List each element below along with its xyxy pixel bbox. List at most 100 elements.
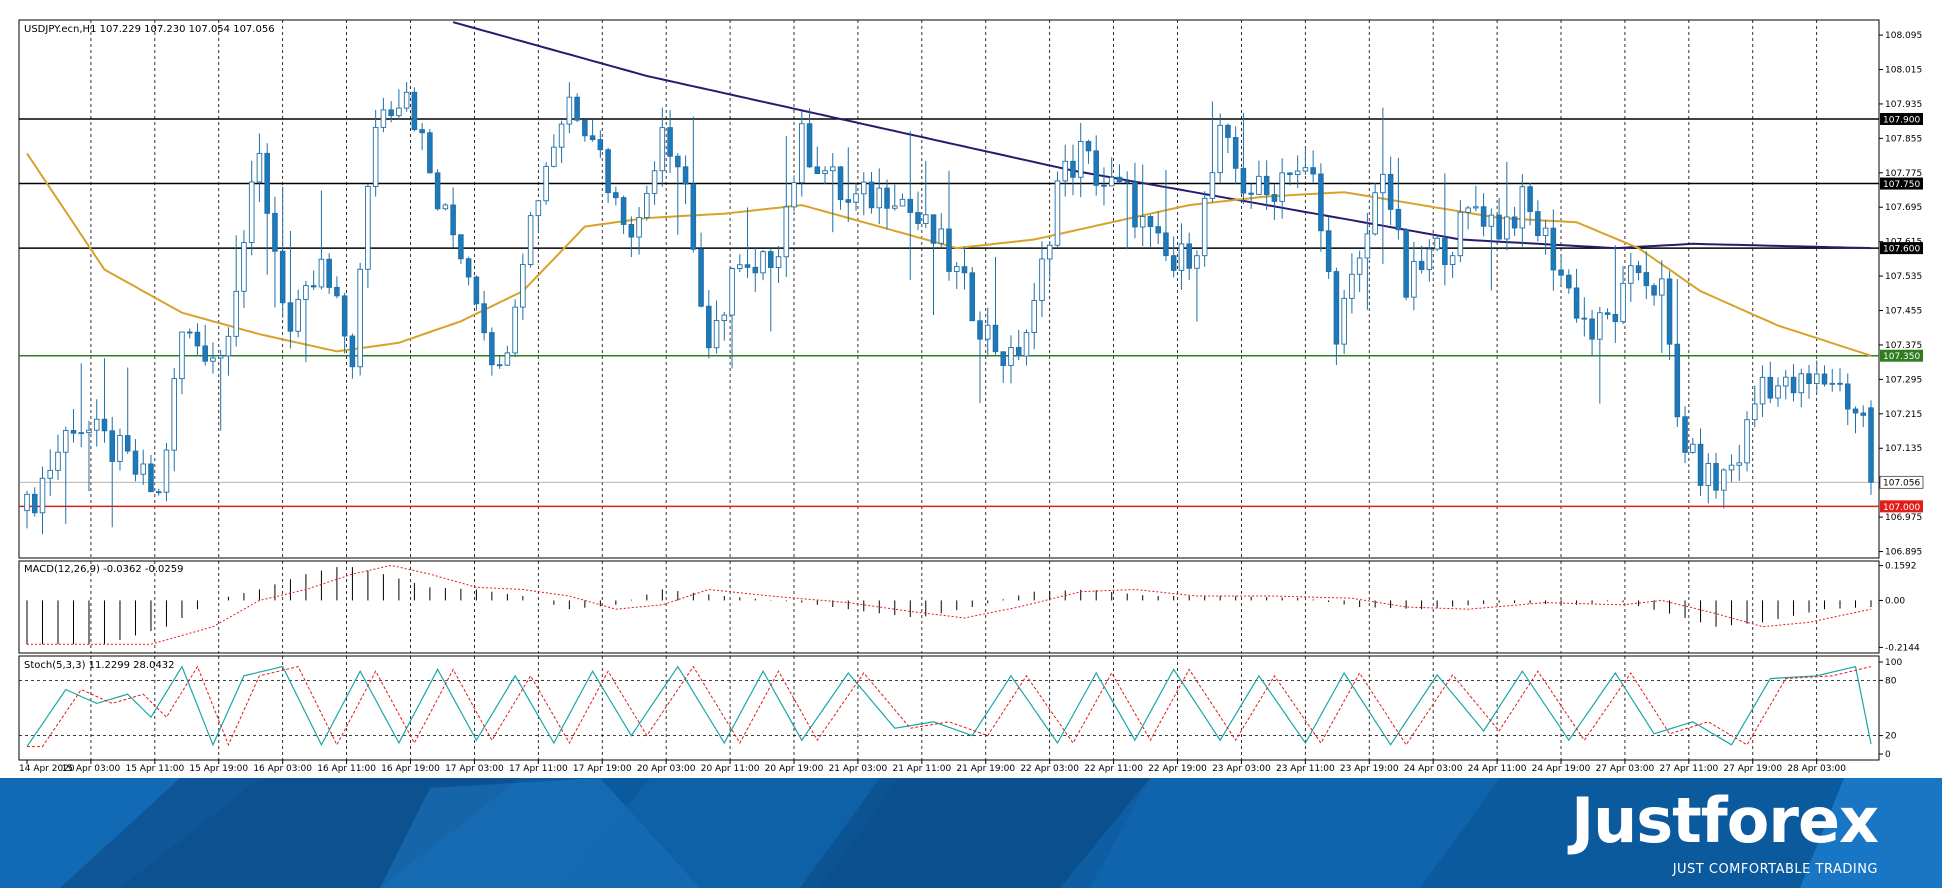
candle-body xyxy=(791,182,797,208)
candle-body xyxy=(1527,186,1533,213)
candle-body xyxy=(380,109,387,128)
candle-body xyxy=(1535,211,1541,237)
candle-body xyxy=(357,268,363,368)
candle-body xyxy=(1628,265,1634,284)
candle-body xyxy=(124,435,131,452)
candle-body xyxy=(574,96,580,121)
candle-body xyxy=(1659,278,1665,296)
candle-body xyxy=(830,166,836,172)
candle-body xyxy=(814,166,821,175)
stoch-tick-label: 80 xyxy=(1885,676,1897,686)
price-tick-label: 106.895 xyxy=(1885,548,1922,558)
candle-body xyxy=(706,305,712,349)
candle-body xyxy=(1325,230,1332,272)
candle-body xyxy=(1380,173,1386,194)
brand-band xyxy=(0,778,1942,888)
candle-body xyxy=(434,172,441,210)
time-tick-label: 14 Apr 2020 xyxy=(19,764,75,774)
level-price-label: 107.750 xyxy=(1883,180,1920,190)
candle-body xyxy=(39,477,46,514)
candle-body xyxy=(899,198,906,207)
candle-body xyxy=(256,152,263,183)
candle-body xyxy=(1496,214,1502,240)
candle-body xyxy=(1139,216,1146,228)
candle-body xyxy=(566,96,573,125)
candle-body xyxy=(171,378,177,451)
price-tick-label: 107.295 xyxy=(1885,375,1922,385)
candle-body xyxy=(930,214,937,244)
candle-body xyxy=(279,250,286,304)
candle-body xyxy=(605,149,611,194)
candle-body xyxy=(1093,150,1099,186)
candle-body xyxy=(1356,257,1363,275)
level-price-tag xyxy=(1880,349,1923,362)
candle-body xyxy=(799,123,805,184)
candle-body xyxy=(620,197,627,225)
candle-body xyxy=(1085,141,1092,152)
candle-body xyxy=(1844,383,1851,410)
candle-body xyxy=(163,449,170,493)
time-tick-label: 15 Apr 11:00 xyxy=(125,764,184,774)
candle-body xyxy=(1209,172,1216,199)
candle-body xyxy=(1039,258,1045,301)
candle-body xyxy=(148,463,154,493)
candle-body xyxy=(752,266,759,274)
candle-body xyxy=(117,435,123,462)
candle-body xyxy=(636,217,642,238)
candle-body xyxy=(1690,443,1696,453)
candle-body xyxy=(512,306,518,354)
candle-body xyxy=(1031,300,1038,333)
candle-body xyxy=(1178,243,1185,271)
candle-body xyxy=(1023,332,1030,357)
price-tick-label: 107.775 xyxy=(1885,169,1922,179)
candle-body xyxy=(551,146,557,167)
price-tick-label: 108.015 xyxy=(1885,65,1922,75)
candle-body xyxy=(760,251,766,274)
candle-body xyxy=(427,132,433,174)
candle-body xyxy=(1364,233,1371,259)
candle-body xyxy=(667,127,673,157)
candle-body xyxy=(737,264,743,269)
price-tick-label: 107.695 xyxy=(1885,203,1922,213)
macd-tick-label: -0.2144 xyxy=(1885,643,1920,653)
time-tick-label: 23 Apr 03:00 xyxy=(1212,764,1271,774)
candle-body xyxy=(1395,208,1402,231)
candle-body xyxy=(527,215,534,265)
candle-body xyxy=(1666,278,1673,345)
candle-body xyxy=(93,418,100,431)
stoch-lines xyxy=(26,665,1872,748)
candle-body xyxy=(194,331,201,347)
candle-body xyxy=(1108,176,1115,187)
candle-body xyxy=(1868,407,1874,483)
candle-body xyxy=(992,324,999,353)
candles xyxy=(24,82,1874,535)
candle-body xyxy=(922,214,929,224)
level-price-label: 107.056 xyxy=(1883,479,1920,489)
candle-body xyxy=(837,166,844,201)
candle-body xyxy=(78,432,85,435)
candle-body xyxy=(1442,237,1448,266)
price-tick-label: 106.975 xyxy=(1885,513,1922,523)
price-header: USDJPY.ecn,H1 107.229 107.230 107.054 10… xyxy=(24,24,275,35)
candle-body xyxy=(1473,206,1479,209)
candle-body xyxy=(1403,229,1409,298)
stoch-tick-label: 0 xyxy=(1885,750,1891,760)
candle-body xyxy=(682,166,689,185)
price-tick-label: 107.215 xyxy=(1885,410,1922,420)
candle-body xyxy=(884,187,890,209)
candle-body xyxy=(1697,443,1704,486)
candle-body xyxy=(341,295,348,337)
candle-body xyxy=(1248,192,1254,195)
candle-body xyxy=(458,234,464,260)
candle-body xyxy=(1759,376,1766,405)
price-tick-label: 107.135 xyxy=(1885,444,1922,454)
candle-body xyxy=(489,332,495,366)
candle-body xyxy=(465,258,472,278)
candle-body xyxy=(86,429,92,434)
candle-body xyxy=(334,286,340,297)
time-tick-label: 22 Apr 11:00 xyxy=(1084,764,1143,774)
level-price-tag xyxy=(1880,177,1923,190)
candle-body xyxy=(1674,343,1681,418)
